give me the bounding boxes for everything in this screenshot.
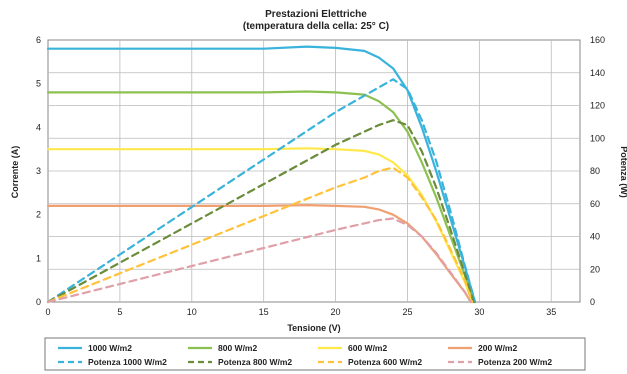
legend-label-6: Potenza 600 W/m2	[348, 357, 422, 367]
legend-label-5: Potenza 800 W/m2	[218, 357, 292, 367]
y-right-axis-label: Potenza (W)	[619, 146, 627, 198]
y-left-tick-label: 5	[36, 79, 41, 89]
series-line-3	[46, 204, 472, 304]
series-line-1	[46, 90, 475, 304]
x-tick-label: 0	[45, 307, 50, 317]
chart-title: Prestazioni Elettriche	[265, 9, 367, 20]
series-line-4	[46, 78, 477, 304]
y-right-tick-label: 40	[590, 232, 600, 242]
legend-label-0: 1000 W/m2	[88, 343, 132, 353]
x-tick-label: 15	[259, 307, 269, 317]
series-line-0	[46, 45, 477, 304]
x-tick-label: 30	[474, 307, 484, 317]
y-right-tick-label: 120	[590, 101, 605, 111]
axes: 0 5 10 15 20 25 30 35 0 20 40 60 80 100 120 140 160 0 1 2 3 4…	[36, 35, 605, 317]
y-right-tick-label: 100	[590, 133, 605, 143]
x-tick-label: 5	[117, 307, 122, 317]
y-right-tick-label: 0	[590, 297, 595, 307]
legend: 1000 W/m2 800 W/m2 600 W/m2 200 W/m2 Potenza…	[44, 337, 586, 371]
x-tick-label: 20	[331, 307, 341, 317]
y-left-tick-label: 2	[36, 210, 41, 220]
legend-label-1: 800 W/m2	[218, 343, 257, 353]
y-left-axis-label: Corrente (A)	[10, 146, 20, 199]
x-tick-label: 10	[187, 307, 197, 317]
x-tick-label: 35	[546, 307, 556, 317]
y-right-tick-label: 140	[590, 68, 605, 78]
y-right-tick-label: 80	[590, 166, 600, 176]
legend-box	[44, 337, 586, 371]
y-left-tick-label: 4	[36, 122, 41, 132]
grid	[47, 39, 581, 303]
legend-label-2: 600 W/m2	[348, 343, 387, 353]
series-line-6	[46, 166, 474, 304]
x-tick-label: 25	[402, 307, 412, 317]
y-left-tick-label: 0	[36, 297, 41, 307]
y-left-tick-label: 6	[36, 35, 41, 45]
series-line-7	[46, 217, 472, 304]
y-right-tick-label: 20	[590, 264, 600, 274]
y-left-tick-label: 3	[36, 166, 41, 176]
x-axis-label: Tensione (V)	[287, 323, 340, 333]
series-line-5	[46, 119, 475, 304]
series-lines	[46, 45, 477, 304]
y-right-tick-label: 60	[590, 199, 600, 209]
legend-label-7: Potenza 200 W/m2	[478, 357, 552, 367]
y-left-tick-label: 1	[36, 253, 41, 263]
chart-subtitle: (temperatura della cella: 25° C)	[243, 21, 389, 32]
legend-label-4: Potenza 1000 W/m2	[88, 357, 167, 367]
legend-label-3: 200 W/m2	[478, 343, 517, 353]
y-right-tick-label: 160	[590, 35, 605, 45]
